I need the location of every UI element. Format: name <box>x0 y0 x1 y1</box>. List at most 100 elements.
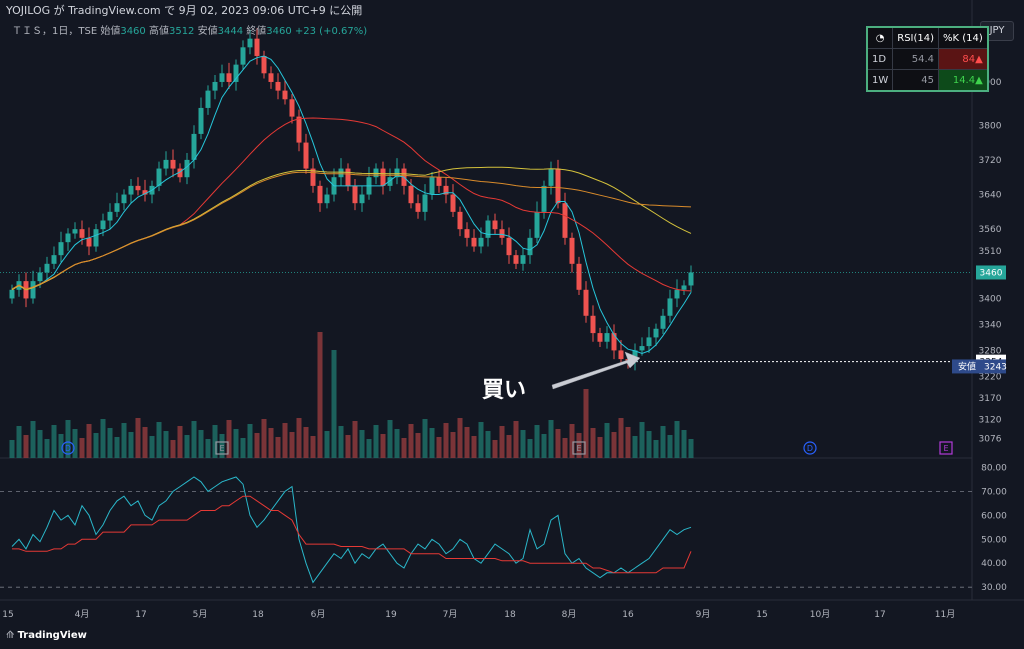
stoch-d-line <box>12 495 692 574</box>
candle-72 <box>513 249 519 270</box>
rsi-1w: 45 <box>892 69 940 92</box>
price-tick-10: 3170 <box>979 394 1002 404</box>
candle-body-57 <box>408 185 414 204</box>
volume-bar-47 <box>338 426 344 458</box>
candle-61 <box>436 170 442 193</box>
candle-body-71 <box>506 237 512 256</box>
candle-body-59 <box>422 194 428 212</box>
price-change: +23 (+0.67%) <box>294 26 368 37</box>
candle-65 <box>464 222 470 247</box>
volume-bar-62 <box>443 423 449 458</box>
candle-45 <box>324 187 330 209</box>
volume-bar-85 <box>604 423 610 458</box>
price-tick-11: 3120 <box>979 416 1002 426</box>
volume-bar-90 <box>639 422 645 458</box>
volume-bar-27 <box>198 430 204 458</box>
candle-body-66 <box>471 237 477 247</box>
event-marker-label-3: D <box>807 444 813 453</box>
volume-bar-46 <box>331 350 337 458</box>
event-marker-4: E <box>939 441 953 455</box>
tf-1d: 1D <box>866 48 894 70</box>
volume-bar-8 <box>65 420 71 458</box>
candle-14 <box>107 203 113 230</box>
candle-body-35 <box>254 38 260 56</box>
ohlc-close-value: 3460 <box>266 26 292 37</box>
x-tick-8: 18 <box>504 610 516 620</box>
ohlc-open-value: 3460 <box>120 26 146 37</box>
candle-70 <box>499 220 505 245</box>
candle-body-4 <box>37 272 43 282</box>
candle-body-24 <box>177 168 183 178</box>
volume-bar-43 <box>310 436 316 458</box>
candle-body-6 <box>51 255 57 264</box>
candle-body-36 <box>261 55 267 74</box>
candle-body-25 <box>184 159 190 178</box>
volume-bar-61 <box>436 437 442 458</box>
volume-bar-60 <box>429 428 435 458</box>
candle-body-13 <box>100 220 106 230</box>
candle-97 <box>688 265 694 293</box>
ohlc-open-label: 始値 <box>100 26 121 37</box>
candle-39 <box>282 80 288 105</box>
candle-body-62 <box>443 185 449 195</box>
ohlc-close-label: 終値 <box>246 26 267 37</box>
volume-bar-9 <box>72 429 78 458</box>
candle-body-29 <box>212 81 218 91</box>
candle-body-90 <box>639 346 645 351</box>
candle-body-61 <box>436 177 442 186</box>
volume-bar-33 <box>240 438 246 458</box>
candle-body-21 <box>156 168 162 186</box>
candle-37 <box>268 66 274 89</box>
candle-body-42 <box>303 142 309 169</box>
x-tick-5: 6月 <box>311 609 326 620</box>
candle-57 <box>408 178 414 209</box>
volume-bar-6 <box>51 425 57 458</box>
volume-bar-97 <box>688 439 694 458</box>
price-tick-6: 3400 <box>979 294 1002 304</box>
price-tick-4: 3560 <box>979 225 1002 235</box>
candle-58 <box>415 194 421 219</box>
volume-bar-64 <box>457 418 463 458</box>
price-tick-3: 3640 <box>979 191 1002 201</box>
candle-body-95 <box>674 289 680 299</box>
volume-bar-11 <box>86 424 92 458</box>
price-tick-12: 3076 <box>979 435 1002 445</box>
volume-bar-75 <box>534 425 540 458</box>
candle-95 <box>674 279 680 308</box>
buy-arrow-icon <box>551 351 641 390</box>
x-tick-13: 10月 <box>810 609 830 620</box>
low-badge <box>952 359 1006 374</box>
candle-19 <box>142 179 148 202</box>
x-tick-7: 7月 <box>443 609 458 620</box>
event-marker-label-0: D <box>65 444 71 453</box>
volume-bar-38 <box>275 437 281 458</box>
low-badge-label: 安値 <box>958 360 976 372</box>
candle-76 <box>541 180 547 219</box>
volume-bar-35 <box>254 433 260 458</box>
volume-bar-73 <box>520 430 526 458</box>
candle-body-9 <box>72 229 78 234</box>
volume-bar-78 <box>555 429 561 458</box>
candle-78 <box>555 159 561 209</box>
candle-body-47 <box>338 168 344 178</box>
volume-bar-79 <box>562 438 568 458</box>
candle-24 <box>177 163 183 183</box>
candle-7 <box>58 231 64 263</box>
osc-tick-2: 60.00 <box>981 511 1007 521</box>
volume-bar-34 <box>247 424 253 458</box>
candle-30 <box>219 64 225 88</box>
k-1w: 14.4▲ <box>938 69 989 92</box>
price-tick-5: 3510 <box>979 247 1002 257</box>
volume-bar-13 <box>100 419 106 458</box>
candle-body-85 <box>604 333 610 342</box>
ohlc-low-value: 3444 <box>217 26 244 37</box>
osc-tick-3: 50.00 <box>981 535 1007 545</box>
candle-25 <box>184 152 190 185</box>
candle-31 <box>226 62 232 89</box>
candle-body-43 <box>310 168 316 186</box>
osc-tick-5: 30.00 <box>981 583 1007 593</box>
volume-bar-89 <box>632 436 638 458</box>
rsi-table: ◔ RSI(14) %K (14) 1D 54.4 84▲ 1W 45 14.4… <box>866 26 989 92</box>
buy-annotation: 買い <box>482 378 527 403</box>
